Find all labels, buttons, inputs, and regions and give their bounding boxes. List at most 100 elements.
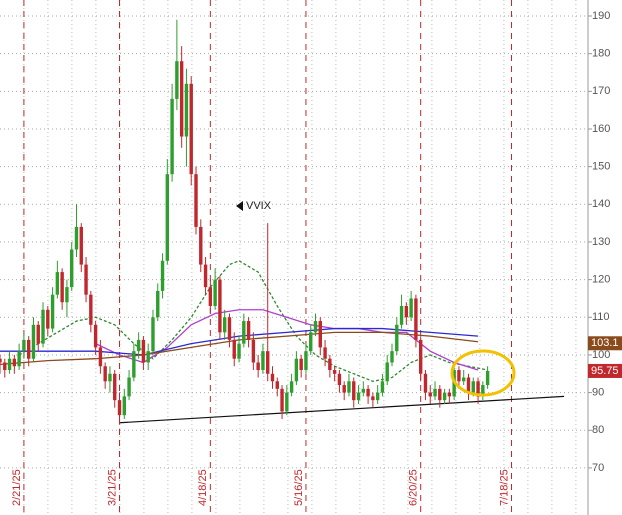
candle-body (60, 272, 64, 303)
candle-body (98, 347, 103, 367)
candle-body (55, 272, 60, 295)
y-tick-label: 120 (592, 274, 610, 286)
candle-body (213, 279, 217, 306)
trendline (119, 395, 565, 424)
y-tick-label: 160 (592, 123, 610, 135)
candle-body (141, 339, 146, 363)
candle-body (457, 370, 461, 382)
candle-body (237, 343, 241, 359)
price-label: 95.75 (591, 365, 619, 377)
y-tick-label: 140 (592, 198, 610, 210)
candle-body (423, 373, 428, 393)
candle-body (447, 392, 452, 397)
candle-body (328, 358, 332, 371)
candle-body (347, 381, 351, 393)
y-tick-label: 190 (592, 10, 610, 22)
x-tick-label: 5/16/25 (293, 469, 305, 506)
candle-body (380, 381, 385, 393)
candle-body (65, 287, 69, 303)
candle-body (385, 362, 389, 382)
candle-body (256, 362, 260, 371)
candle-body (117, 400, 122, 416)
candle-body (371, 396, 375, 401)
candle-body (428, 392, 432, 397)
candle-body (390, 351, 394, 363)
candle-body (242, 321, 246, 344)
y-tick-label: 70 (592, 462, 604, 474)
candle-body (208, 287, 213, 306)
y-tick-label: 150 (592, 161, 610, 173)
candle-body (36, 324, 40, 344)
candle-body (481, 385, 485, 397)
candle-body (70, 249, 74, 288)
candle-body (84, 264, 88, 295)
candle-body (471, 381, 475, 393)
candle-body (304, 351, 308, 371)
candle-body (261, 351, 265, 371)
candle-body (89, 294, 93, 325)
price-label-box (588, 363, 622, 378)
y-tick-label: 170 (592, 85, 610, 97)
candle-body (337, 373, 342, 386)
candle-body (184, 83, 189, 137)
candle-body (113, 373, 117, 401)
annotation: VVIX (246, 200, 272, 212)
candle-body (170, 98, 174, 175)
candle-body (156, 290, 160, 318)
candle-body (108, 373, 112, 382)
candle-body (409, 298, 413, 318)
y-tick-label: 80 (592, 424, 604, 436)
candle-body (442, 392, 447, 401)
candle-body (165, 174, 170, 261)
marks (0, 19, 565, 425)
x-tick-label: 6/20/25 (408, 469, 420, 506)
candle-body (285, 392, 289, 412)
candle-body (194, 174, 198, 227)
candle-body (280, 388, 284, 412)
candle-body (203, 264, 208, 288)
candle-body (41, 309, 45, 344)
candle-body (466, 377, 471, 393)
candle-body (232, 339, 236, 359)
candle-body (270, 373, 275, 382)
candle-body (361, 388, 366, 393)
candle-body (218, 279, 222, 333)
candle-body (246, 321, 251, 340)
candle-body (318, 321, 322, 348)
candle-body (309, 332, 313, 352)
y-tick-label: 180 (592, 48, 610, 60)
price-label-box (588, 336, 622, 351)
candle-body (332, 370, 337, 374)
annotation-arrow (236, 201, 243, 211)
candle-body (266, 351, 270, 374)
candle-body (132, 351, 136, 378)
candle-body (3, 362, 7, 371)
candle-body (418, 339, 423, 374)
candle-body (375, 392, 380, 401)
candle-body (199, 226, 203, 265)
candle-body (189, 83, 193, 175)
candle-body (352, 381, 356, 401)
candle-body (122, 396, 126, 416)
candle-body (103, 366, 107, 382)
x-tick-label: 4/18/25 (197, 469, 209, 506)
highlight-circle (450, 349, 516, 397)
candle-body (179, 61, 184, 137)
x-tick-label: 2/21/25 (11, 469, 23, 506)
candle-body (74, 226, 79, 250)
candle-body (7, 358, 12, 371)
candle-body (289, 381, 294, 393)
candle-body (93, 324, 98, 348)
candle-body (22, 339, 26, 352)
candle-body (12, 358, 17, 367)
candle-body (275, 381, 279, 389)
x-tick-label: 3/21/25 (106, 469, 118, 506)
candle-body (433, 388, 437, 397)
candle-body (127, 377, 131, 397)
candle-body (175, 61, 179, 99)
grid (0, 0, 588, 515)
candle-body (438, 388, 442, 401)
candle-body (160, 260, 165, 291)
